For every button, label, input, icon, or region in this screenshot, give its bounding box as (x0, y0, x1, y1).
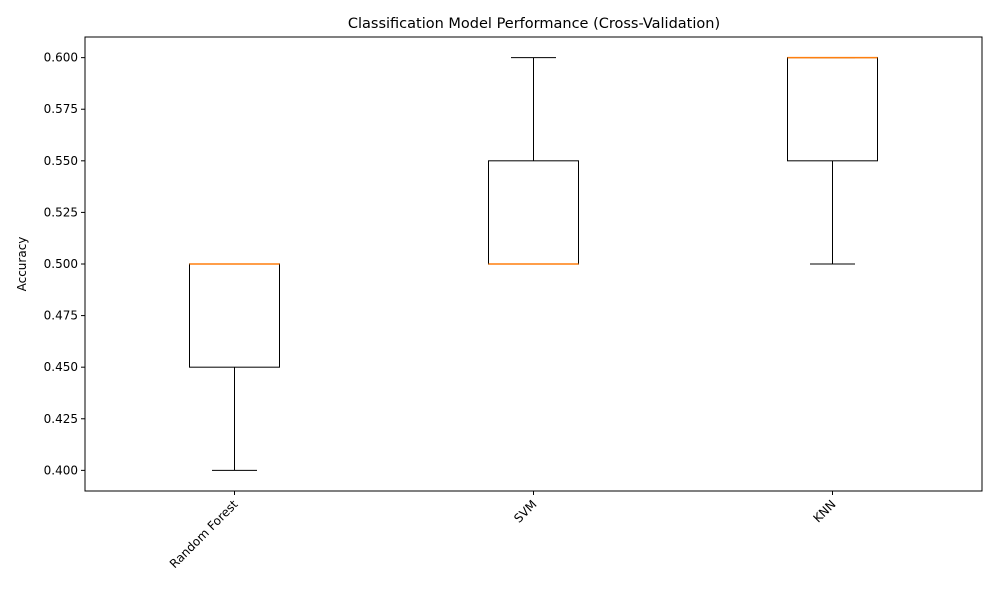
y-tick-label: 0.525 (44, 205, 78, 219)
y-axis-label: Accuracy (15, 237, 29, 292)
y-tick-label: 0.500 (44, 257, 78, 271)
y-tick-label: 0.475 (44, 309, 78, 323)
y-tick-label: 0.450 (44, 360, 78, 374)
y-tick-label: 0.550 (44, 154, 78, 168)
y-tick-label: 0.400 (44, 463, 78, 477)
chart-title: Classification Model Performance (Cross-… (348, 16, 720, 32)
y-tick-label: 0.575 (44, 102, 78, 116)
iqr-box (787, 57, 878, 162)
y-tick-label: 0.425 (44, 412, 78, 426)
iqr-box (189, 263, 280, 368)
axes-frame (84, 36, 983, 492)
y-tick-label: 0.600 (44, 51, 78, 65)
iqr-box (488, 160, 579, 265)
x-tick-label: KNN (810, 497, 838, 525)
plot-area: 0.400 0.425 0.450 0.475 0.500 0.525 0.550 0.575… (44, 51, 878, 571)
x-tick-label: Random Forest (167, 497, 241, 571)
x-tick-label: SVM (511, 497, 539, 525)
